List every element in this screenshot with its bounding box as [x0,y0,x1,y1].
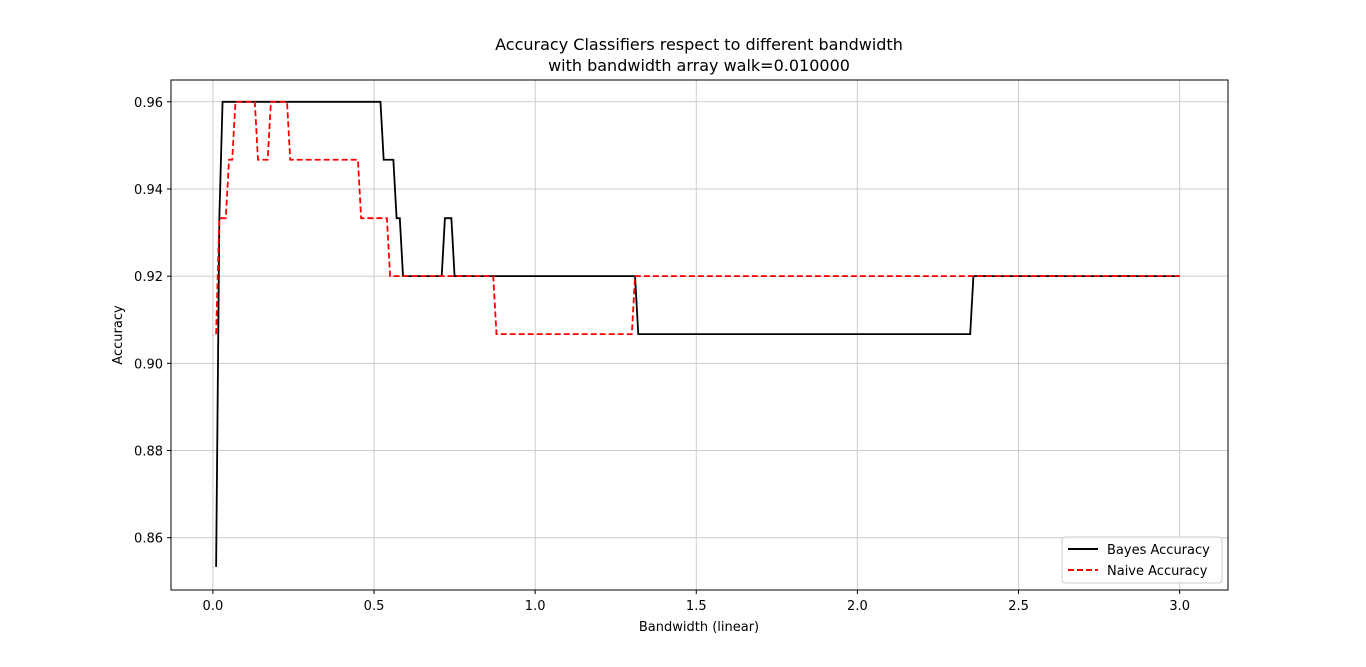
y-tick-label: 0.90 [134,357,163,372]
y-tick-label: 0.94 [134,183,163,198]
series-line-naive [215,100,1180,336]
x-axis-label: Bandwidth (linear) [639,620,759,635]
x-tick-label: 0.0 [203,599,224,614]
x-tick-label: 0.5 [364,599,385,614]
chart-subtitle: with bandwidth array walk=0.010000 [548,56,850,75]
x-tick-label: 1.5 [686,599,707,614]
y-axis-label: Accuracy [111,305,126,365]
x-tick-label: 2.5 [1008,599,1029,614]
series-layer [215,100,1180,567]
legend: Bayes Accuracy Naive Accuracy [1061,536,1223,584]
x-tick-label: 3.0 [1169,599,1190,614]
y-tick-label: 0.86 [134,532,163,547]
x-tick-label: 2.0 [847,599,868,614]
plot-frame [170,79,1229,591]
y-tick-label: 0.92 [134,270,163,285]
x-tick-label: 1.0 [525,599,546,614]
series-line-bayes [215,100,1180,567]
ticks: 0.0 0.5 1.0 1.5 2.0 2.5 3.0 0.86 0.88 0.90 0.92 0.9… [134,96,1190,614]
legend-label-naive: Naive Accuracy [1107,564,1208,579]
y-tick-label: 0.96 [134,96,163,111]
y-tick-label: 0.88 [134,445,163,460]
chart-title: Accuracy Classifiers respect to differen… [495,35,903,54]
legend-label-bayes: Bayes Accuracy [1107,543,1210,558]
legend-box [1061,536,1223,584]
